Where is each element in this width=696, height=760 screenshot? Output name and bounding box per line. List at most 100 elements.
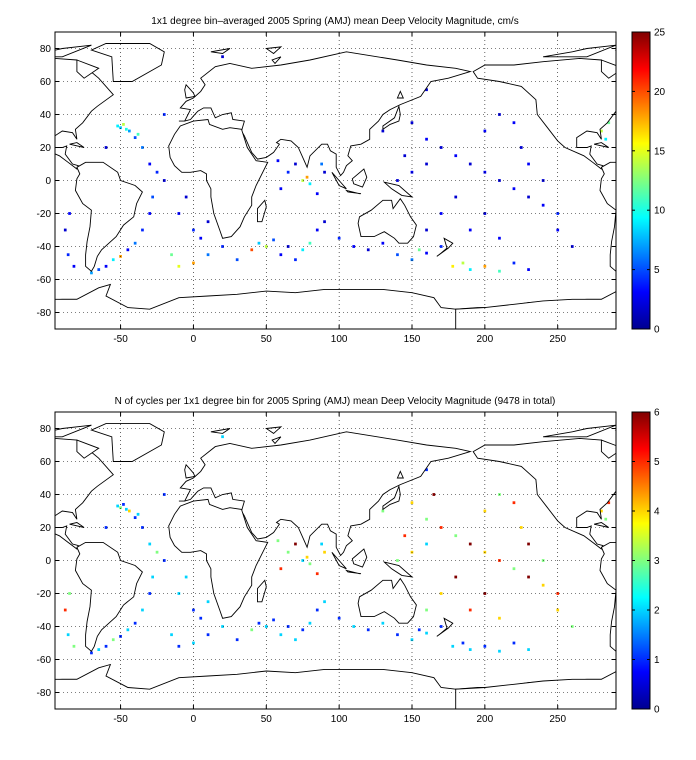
x-tick-label: 0: [191, 714, 197, 725]
data-cell: [498, 236, 501, 240]
colorbar: 0 1 2 3 4 5 6: [631, 408, 660, 716]
data-cell: [468, 542, 472, 546]
data-cell: [264, 245, 268, 248]
colorbar-tick-label: 3: [654, 556, 660, 567]
data-cell: [104, 264, 108, 268]
coastline: [357, 577, 417, 624]
data-cell: [192, 228, 195, 232]
data-cell: [410, 121, 414, 125]
colorbar-gradient: [631, 31, 651, 330]
data-cell: [250, 628, 254, 632]
data-cell: [133, 621, 137, 625]
data-cell: [279, 187, 283, 191]
y-tick-label: 40: [40, 110, 52, 121]
data-cell: [206, 220, 210, 224]
data-cell: [403, 534, 407, 538]
colorbar-tick-label: 0: [654, 705, 660, 716]
data-cell: [451, 644, 455, 648]
y-tick-label: 40: [40, 490, 52, 501]
data-cell: [72, 644, 76, 648]
data-cell: [315, 192, 319, 196]
data-cell: [192, 261, 195, 265]
data-cell: [301, 628, 305, 632]
data-cell: [68, 212, 71, 215]
data-cell: [352, 245, 356, 248]
data-cell: [128, 509, 131, 513]
data-cell: [315, 572, 319, 576]
data-cell: [141, 526, 144, 529]
coastline: [74, 161, 143, 272]
data-cell: [294, 542, 297, 546]
data-cell: [315, 608, 319, 612]
coastline: [265, 426, 283, 434]
coastline: [382, 181, 414, 198]
data-cell: [570, 245, 574, 248]
x-tick-label: -50: [113, 334, 128, 345]
data-cell: [498, 616, 501, 620]
data-cell: [454, 154, 458, 158]
data-cell: [425, 468, 428, 472]
data-cell: [279, 253, 283, 257]
data-cell: [417, 628, 421, 632]
data-cell: [604, 517, 608, 521]
data-cell: [128, 129, 131, 133]
data-cell: [122, 503, 125, 506]
coastline: [382, 561, 414, 578]
coastline: [382, 484, 401, 511]
data-cell: [439, 625, 443, 628]
y-tick-label: 60: [40, 77, 52, 88]
data-cell: [279, 567, 283, 571]
data-cell: [116, 504, 119, 508]
coastline: [271, 436, 282, 445]
data-cell: [410, 258, 414, 262]
data-cell: [468, 648, 472, 651]
data-cell: [162, 559, 166, 562]
data-cell: [410, 638, 414, 642]
coastline: [331, 552, 347, 570]
colorbar-tick-label: 0: [654, 325, 660, 336]
y-tick-label: 80: [40, 424, 52, 435]
data-cell: [136, 512, 140, 516]
data-cell: [206, 600, 210, 604]
x-tick-label: 200: [477, 334, 494, 345]
coastline: [594, 142, 609, 148]
x-tick-label: 100: [331, 714, 348, 725]
data-cell: [432, 493, 436, 496]
data-cell: [305, 175, 309, 179]
coastline: [396, 90, 404, 99]
coastline: [210, 48, 231, 54]
data-cell: [498, 649, 501, 653]
y-tick-label: -20: [37, 589, 52, 600]
data-cell: [148, 592, 152, 595]
data-cell: [133, 241, 137, 245]
data-cell: [119, 126, 122, 130]
data-cell: [122, 123, 125, 126]
data-cell: [468, 162, 472, 166]
coastline: [168, 498, 269, 619]
y-tick-label: 80: [40, 44, 52, 55]
coastline: [436, 237, 454, 257]
colorbar-tick-label: 5: [654, 457, 660, 468]
y-tick-label: 20: [40, 143, 52, 154]
x-tick-label: 150: [404, 334, 421, 345]
data-cell: [286, 170, 290, 174]
data-cell: [468, 268, 472, 271]
data-cell: [286, 625, 290, 628]
data-cell: [439, 245, 443, 248]
data-cell: [66, 253, 70, 257]
data-cell: [541, 203, 545, 207]
data-cell: [512, 501, 516, 505]
coastline: [184, 83, 196, 99]
coastline: [351, 168, 368, 188]
data-cell: [286, 550, 290, 554]
coastline: [271, 56, 282, 65]
coastline: [210, 428, 231, 434]
data-cell: [116, 124, 119, 128]
data-cell: [162, 113, 166, 116]
data-cell: [206, 633, 210, 637]
data-cell: [235, 258, 239, 262]
data-cell: [512, 187, 516, 191]
data-cell: [461, 261, 465, 265]
data-cell: [68, 592, 71, 595]
velocity-magnitude-panel: 1x1 degree bin–averaged 2005 Spring (AMJ…: [37, 16, 666, 345]
